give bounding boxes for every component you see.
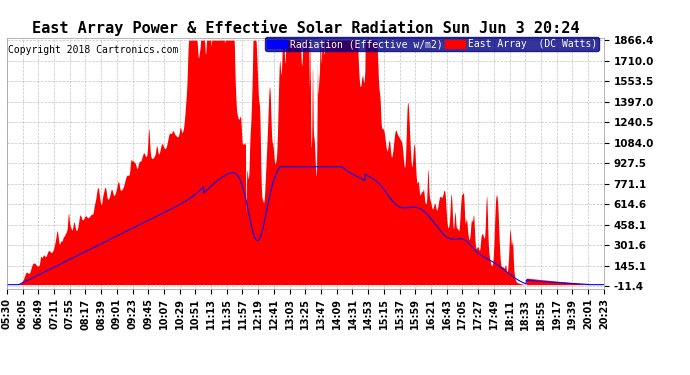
Legend: Radiation (Effective w/m2), East Array  (DC Watts): Radiation (Effective w/m2), East Array (…: [266, 38, 599, 51]
Text: Copyright 2018 Cartronics.com: Copyright 2018 Cartronics.com: [8, 45, 179, 55]
Title: East Array Power & Effective Solar Radiation Sun Jun 3 20:24: East Array Power & Effective Solar Radia…: [32, 20, 579, 36]
